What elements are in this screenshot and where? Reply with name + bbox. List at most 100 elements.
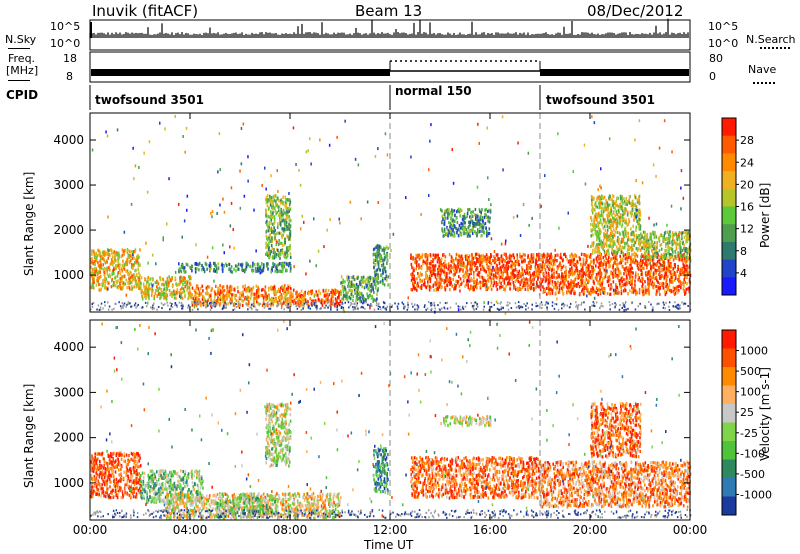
power-echo-cell	[668, 264, 671, 268]
power-echo-cell	[119, 281, 121, 285]
power-echo-cell	[223, 294, 225, 298]
power-echo-cell	[480, 260, 482, 264]
power-echo-cell	[214, 269, 217, 273]
power-echo-cell	[594, 227, 596, 232]
power-echo-cell	[93, 252, 96, 256]
power-echo-cell	[616, 276, 619, 280]
power-echo-cell	[549, 287, 551, 292]
power-echo-cell	[501, 274, 504, 278]
power-echo-cell	[493, 258, 496, 263]
power-echo-cell	[192, 301, 195, 305]
power-echo-cell	[92, 249, 95, 253]
power-echo-cell	[199, 286, 202, 290]
power-echo-cell	[449, 225, 451, 229]
power-echo-cell	[107, 251, 109, 255]
power-echo-cell	[416, 281, 419, 285]
power-echo-cell	[182, 265, 185, 269]
power-echo-cell	[270, 221, 272, 225]
power-echo-cell	[295, 296, 297, 300]
power-echo-cell	[277, 205, 280, 209]
power-echo-cell	[350, 292, 353, 296]
power-echo-cell	[674, 271, 676, 275]
power-echo-cell	[205, 263, 208, 267]
power-echo-cell	[462, 263, 464, 267]
cpid-segment-2: normal 150	[395, 84, 472, 98]
power-echo-cell	[211, 300, 213, 304]
power-echo-cell	[278, 213, 280, 217]
power-echo-cell	[203, 298, 205, 303]
power-echo-cell	[237, 303, 240, 308]
power-echo-cell	[548, 292, 551, 296]
power-echo-cell	[631, 282, 633, 286]
power-echo-cell	[607, 283, 610, 287]
power-echo-cell	[516, 256, 519, 260]
power-echo-cell	[350, 280, 353, 284]
power-echo-cell	[190, 266, 192, 270]
power-echo-cell	[113, 260, 116, 264]
power-echo-cell	[603, 259, 605, 263]
power-echo-cell	[683, 278, 685, 282]
power-echo-cell	[562, 283, 565, 287]
power-echo-cell	[508, 260, 511, 264]
power-echo-cell	[474, 252, 477, 256]
power-echo-cell	[634, 275, 637, 279]
power-echo-cell	[96, 278, 98, 282]
power-echo-cell	[221, 298, 224, 302]
power-echo-cell	[537, 272, 540, 276]
power-echo-cell	[571, 257, 573, 261]
power-echo-cell	[443, 233, 445, 238]
power-echo-cell	[426, 266, 428, 270]
power-echo-cell	[278, 298, 281, 303]
power-echo-cell	[454, 213, 456, 217]
power-echo-cell	[559, 252, 562, 256]
power-echo-cell	[596, 288, 599, 293]
power-echo-cell	[498, 262, 501, 266]
power-echo-cell	[663, 260, 665, 265]
power-echo-cell	[115, 252, 117, 256]
power-echo-cell	[477, 228, 479, 232]
power-echo-cell	[338, 294, 340, 298]
power-echo-cell	[581, 276, 583, 280]
power-echo-cell	[109, 268, 111, 272]
power-echo-cell	[658, 271, 661, 275]
power-echo-cell	[475, 268, 477, 272]
power-echo-cell	[593, 268, 596, 272]
power-echo-cell	[297, 303, 299, 307]
power-echo-cell	[431, 273, 433, 277]
power-echo-cell	[126, 257, 128, 261]
power-echo-cell	[586, 265, 588, 269]
power-echo-cell	[630, 255, 633, 260]
power-echo-cell	[608, 275, 611, 279]
power-echo-cell	[588, 291, 590, 296]
power-echo-cell	[167, 285, 169, 289]
power-echo-cell	[195, 285, 198, 289]
power-echo-cell	[611, 251, 613, 255]
power-echo-cell	[282, 243, 284, 247]
power-echo-cell	[579, 278, 582, 282]
power-echo-cell	[513, 283, 515, 288]
power-echo-cell	[438, 266, 440, 270]
power-echo-cell	[638, 291, 641, 295]
power-echo-cell	[179, 292, 181, 296]
power-echo-cell	[457, 262, 459, 266]
power-echo-cell	[544, 288, 546, 293]
power-echo-cell	[565, 255, 567, 259]
power-echo-cell	[206, 302, 208, 306]
n-search-label: N.Search	[746, 33, 796, 46]
power-echo-cell	[242, 268, 244, 273]
power-echo-cell	[383, 246, 385, 250]
power-echo-cell	[588, 279, 590, 283]
power-echo-cell	[647, 285, 650, 289]
power-echo-cell	[608, 255, 610, 259]
power-echo-cell	[376, 293, 378, 297]
power-echo-cell	[601, 280, 604, 284]
power-echo-cell	[377, 250, 380, 254]
power-echo-cell	[355, 299, 357, 303]
power-echo-cell	[634, 279, 636, 283]
power-echo-cell	[558, 264, 560, 268]
power-echo-cell	[519, 254, 521, 258]
power-echo-cell	[463, 232, 465, 236]
power-echo-cell	[280, 293, 283, 297]
power-echo-cell	[148, 297, 150, 301]
power-echo-cell	[269, 249, 272, 253]
